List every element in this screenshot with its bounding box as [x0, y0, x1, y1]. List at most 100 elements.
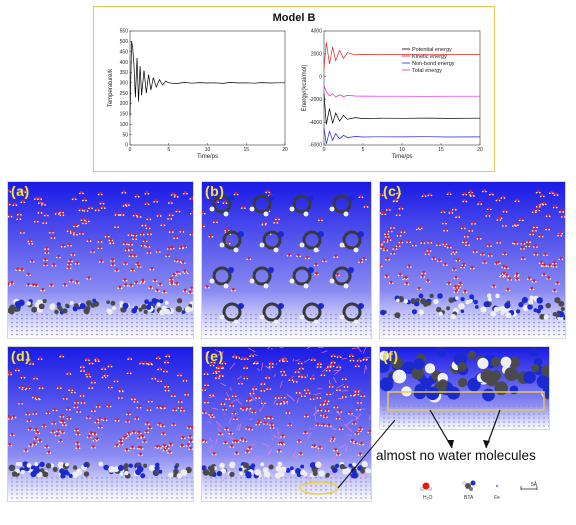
fe-atom	[151, 481, 153, 483]
fe-atom	[438, 413, 440, 415]
water-hydrogen	[44, 446, 46, 449]
water-hydrogen	[316, 264, 319, 267]
water-hydrogen	[465, 244, 467, 246]
water-hydrogen	[329, 440, 332, 442]
water-oxygen	[349, 353, 353, 357]
water-hydrogen	[387, 233, 389, 236]
bta-atom	[403, 299, 409, 304]
water-hydrogen	[283, 360, 285, 363]
fe-atom	[340, 321, 342, 324]
fe-atom	[240, 485, 242, 487]
water-hydrogen	[147, 363, 150, 365]
bta-ring	[302, 302, 322, 322]
fe-atom	[423, 405, 425, 407]
water-oxygen	[175, 281, 179, 285]
water-hydrogen	[129, 413, 131, 416]
fe-atom	[408, 329, 410, 332]
fe-atom	[528, 325, 530, 328]
bta-atom	[289, 466, 294, 471]
fe-atom	[330, 321, 332, 324]
molecule-key	[419, 480, 538, 491]
water-hydrogen	[77, 429, 79, 432]
water-oxygen	[55, 433, 59, 436]
bta-atom	[117, 465, 124, 472]
water-hydrogen	[430, 241, 433, 244]
water-hydrogen	[100, 207, 103, 209]
fe-atom	[413, 317, 415, 320]
water-oxygen	[313, 444, 316, 447]
water-hydrogen	[314, 273, 316, 276]
water-oxygen	[316, 422, 320, 426]
y-tick-label: 0	[319, 74, 322, 80]
fe-atom	[31, 477, 33, 479]
water-oxygen	[389, 280, 393, 284]
water-oxygen	[549, 190, 553, 194]
water-hydrogen	[559, 211, 561, 213]
water-oxygen	[8, 442, 12, 446]
fe-atom	[448, 313, 450, 316]
water-hydrogen	[329, 425, 332, 427]
bta-atom	[135, 468, 142, 476]
fe-atom	[101, 329, 103, 332]
water-hydrogen	[455, 209, 457, 211]
bta-atom	[154, 465, 160, 471]
fe-atom	[285, 329, 287, 332]
water-hydrogen	[462, 200, 464, 203]
water-oxygen	[443, 262, 447, 266]
water-oxygen	[26, 411, 30, 415]
fe-atom	[31, 493, 33, 495]
water-hydrogen	[98, 406, 101, 408]
water-hydrogen	[20, 376, 23, 379]
water-hydrogen	[64, 245, 66, 248]
bta-hydrogen	[329, 278, 335, 284]
water-hydrogen	[310, 359, 313, 361]
fe-atom	[111, 317, 113, 320]
bta-nitrogen	[348, 195, 354, 201]
water-oxygen	[283, 356, 286, 360]
fe-atom	[418, 321, 420, 324]
fe-atom	[260, 329, 262, 332]
fe-atom	[403, 329, 405, 332]
water-oxygen	[143, 238, 147, 242]
water-oxygen	[77, 409, 81, 413]
fe-atom	[458, 405, 460, 407]
water-hydrogen	[406, 277, 409, 280]
water-hydrogen	[144, 203, 147, 206]
fe-atom	[76, 489, 78, 491]
water-hydrogen	[9, 284, 11, 286]
bta-ring	[292, 194, 312, 214]
fe-atom	[365, 497, 367, 499]
water-hydrogen	[52, 231, 54, 234]
water-oxygen	[331, 353, 335, 357]
water-hydrogen	[353, 394, 355, 397]
fe-atom	[483, 425, 485, 427]
fe-atom	[51, 489, 53, 491]
fe-atom	[280, 493, 282, 495]
water-hydrogen	[20, 201, 23, 204]
fe-atom	[295, 497, 297, 499]
water-oxygen	[87, 238, 91, 242]
water-hydrogen	[145, 441, 147, 443]
bta-atom	[433, 298, 439, 305]
water-oxygen	[503, 223, 506, 227]
fe-atom	[36, 317, 38, 320]
bta-atom	[438, 379, 448, 389]
fe-atom	[21, 493, 23, 495]
fe-atom	[503, 421, 505, 423]
water-oxygen	[532, 228, 536, 232]
fe-atom	[443, 313, 445, 316]
fe-atom	[388, 325, 390, 328]
water-hydrogen	[341, 428, 344, 431]
water-hydrogen	[94, 438, 97, 441]
water-hydrogen	[329, 365, 332, 368]
water-oxygen	[146, 225, 150, 229]
water-oxygen	[422, 270, 426, 274]
water-oxygen	[527, 276, 531, 280]
fe-atom	[260, 325, 262, 328]
water-hydrogen	[462, 291, 465, 294]
water-hydrogen	[58, 434, 60, 437]
fe-atom	[493, 405, 495, 407]
water-hydrogen	[177, 283, 180, 286]
water-oxygen	[10, 432, 14, 436]
fe-atom	[31, 329, 33, 332]
